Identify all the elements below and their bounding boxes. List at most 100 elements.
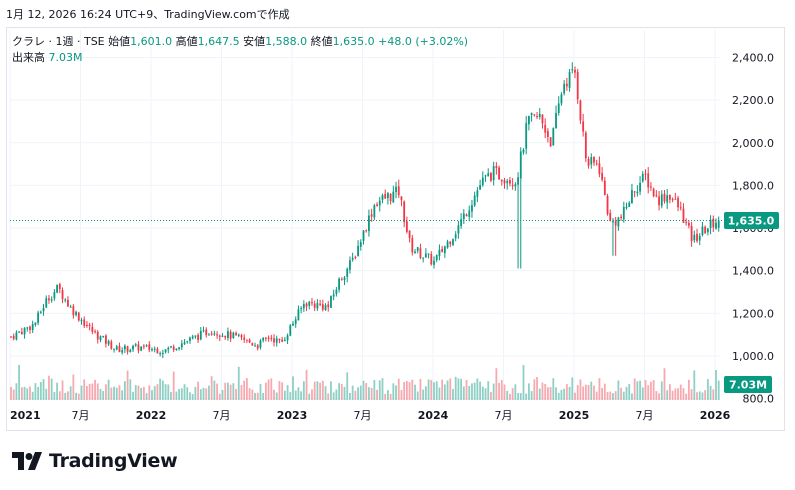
candle-body [297, 309, 300, 321]
volume-bar [37, 386, 40, 400]
volume-bar [170, 392, 172, 400]
candle-body [628, 202, 631, 207]
volume-bar [235, 389, 237, 400]
candle-body [465, 214, 468, 217]
chart-legend: クラレ · 1週 · TSE 始値1,601.0 高値1,647.5 安値1,5… [12, 34, 468, 66]
volume-bar [522, 365, 525, 400]
candle-body [601, 173, 604, 180]
candle-body [687, 222, 690, 226]
volume-bar [72, 374, 75, 400]
candle-body [473, 195, 476, 206]
volume-bar [660, 381, 663, 400]
volume-bar [50, 378, 53, 400]
candle-body [544, 124, 547, 133]
candle-body [674, 198, 677, 200]
volume-bar [565, 384, 568, 400]
volume-bar [622, 391, 625, 400]
candle-body [129, 349, 132, 352]
volume-bar [408, 382, 411, 400]
candle-body [441, 248, 444, 252]
candle-body [240, 335, 243, 338]
close-value: 1,635.0 [332, 35, 375, 48]
volume-bar [606, 392, 609, 400]
candle-body [316, 303, 319, 309]
volume-bar [715, 369, 717, 400]
candle-body [18, 331, 21, 333]
low-label: 安値 [243, 35, 266, 48]
volume-bar [368, 387, 370, 400]
candle-body [677, 198, 679, 208]
candle-body [156, 348, 159, 354]
candle-body [405, 221, 408, 232]
volume-bar [668, 384, 671, 400]
volume-bar [397, 378, 400, 400]
volume-bar [56, 382, 59, 400]
candle-body [99, 336, 102, 340]
candle-body [197, 334, 200, 340]
candle-body [251, 343, 254, 346]
volume-bar [538, 388, 541, 400]
candle-body [151, 349, 153, 351]
tradingview-wordmark: TradingView [49, 450, 178, 472]
change-value: +48.0 (+3.02%) [378, 35, 469, 48]
volume-bar [527, 383, 530, 400]
volume-bar [509, 393, 511, 400]
candle-body [715, 222, 717, 229]
volume-bar [424, 386, 427, 400]
volume-bar [218, 393, 221, 400]
candle-body [349, 260, 351, 270]
volume-bar [137, 385, 140, 400]
chart-frame[interactable] [6, 27, 785, 431]
candle-body [685, 221, 688, 223]
open-label: 始値 [108, 35, 131, 48]
tradingview-brand[interactable]: TradingView [12, 449, 178, 473]
candle-body [264, 337, 267, 339]
volume-bar [178, 389, 181, 400]
volume-bar [414, 384, 416, 400]
volume-bar [69, 386, 72, 400]
volume-bar [75, 392, 77, 400]
volume-bar [460, 378, 463, 400]
candle-body [170, 346, 172, 348]
x-tick-label: 2025 [559, 409, 590, 422]
volume-bar [23, 386, 26, 400]
volume-bar [302, 381, 305, 400]
volume-bar [26, 388, 29, 400]
candle-body [400, 196, 403, 201]
volume-bar [67, 391, 69, 400]
volume-bar [197, 381, 200, 400]
candle-body [61, 290, 64, 300]
candle-body [617, 217, 620, 227]
candle-body [593, 157, 595, 163]
last-price-badge [724, 212, 779, 230]
volume-bar [376, 389, 378, 400]
candle-body [96, 331, 99, 340]
volume-bar [706, 379, 709, 400]
candle-body [487, 173, 490, 177]
candle-body [302, 304, 305, 309]
volume-bar [704, 390, 707, 400]
candle-body [164, 349, 167, 353]
volume-bar [571, 377, 574, 400]
candle-body [631, 190, 633, 204]
candle-body [373, 205, 376, 218]
volume-bar [107, 379, 110, 400]
candle-body [533, 114, 536, 116]
candle-body [91, 326, 94, 332]
volume-bar [167, 384, 170, 400]
candle-body [639, 182, 641, 192]
volume-bar [473, 382, 476, 400]
volume-bar [452, 388, 454, 400]
candle-body [484, 175, 487, 177]
volume-bar [628, 383, 631, 400]
candle-body [595, 163, 598, 165]
symbol-label[interactable]: クラレ · 1週 · TSE [12, 35, 105, 48]
volume-bar [498, 382, 500, 400]
low-value: 1,588.0 [265, 35, 308, 48]
candle-body [142, 345, 145, 347]
candle-body [408, 230, 411, 239]
candle-body [224, 335, 227, 338]
candle-body [574, 69, 576, 73]
candle-body [500, 179, 503, 182]
